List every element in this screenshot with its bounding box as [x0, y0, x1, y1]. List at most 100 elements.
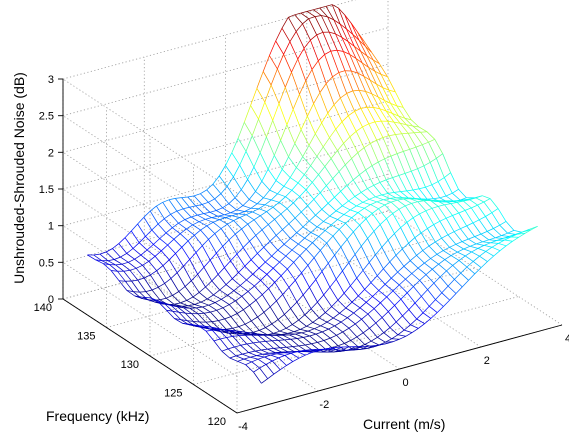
- mesh-segment: [416, 318, 425, 325]
- mesh-segment: [264, 84, 272, 103]
- mesh-segment: [362, 126, 371, 144]
- mesh-segment: [341, 115, 349, 123]
- mesh-segment: [211, 320, 219, 323]
- mesh-segment: [462, 280, 469, 288]
- mesh-segment: [224, 267, 233, 279]
- mesh-segment: [271, 249, 279, 257]
- mesh-segment: [306, 11, 316, 17]
- mesh-segment: [337, 214, 345, 220]
- mesh-segment: [268, 282, 276, 289]
- mesh-segment: [129, 270, 139, 281]
- mesh-segment: [411, 328, 419, 333]
- mesh-segment: [164, 218, 173, 228]
- mesh-segment: [290, 238, 299, 245]
- mesh-segment: [206, 189, 215, 200]
- mesh-segment: [190, 323, 199, 326]
- mesh-segment: [268, 219, 275, 225]
- mesh-segment: [362, 198, 370, 203]
- mesh-segment: [338, 72, 348, 94]
- mesh-segment: [300, 12, 309, 20]
- mesh-segment: [404, 205, 414, 218]
- mesh-segment: [312, 182, 321, 193]
- mesh-segment: [341, 346, 350, 351]
- mesh-segment: [259, 364, 267, 369]
- mesh-segment: [269, 55, 278, 70]
- mesh-segment: [497, 208, 507, 222]
- mesh-segment: [233, 220, 242, 230]
- mesh-segment: [161, 250, 170, 261]
- mesh-segment: [396, 153, 406, 174]
- mesh-segment: [265, 323, 272, 328]
- mesh-segment: [299, 189, 307, 197]
- mesh-segment: [294, 14, 303, 25]
- mesh-segment: [379, 63, 388, 77]
- mesh-segment: [204, 311, 211, 314]
- mesh-segment: [425, 186, 434, 200]
- mesh-segment: [493, 228, 502, 236]
- mesh-segment: [102, 263, 112, 271]
- mesh-segment: [439, 195, 447, 199]
- mesh-segment: [317, 301, 326, 313]
- mesh-segment: [254, 349, 262, 352]
- mesh-segment: [347, 317, 356, 325]
- mesh-segment: [264, 354, 271, 358]
- mesh-segment: [269, 306, 279, 320]
- mesh-segment: [261, 229, 271, 242]
- mesh-segment: [349, 136, 359, 153]
- mesh-segment: [245, 364, 254, 373]
- mesh-segment: [287, 268, 296, 281]
- mesh-segment: [362, 332, 372, 342]
- mesh-segment: [243, 304, 250, 311]
- mesh-segment: [139, 291, 146, 293]
- mesh-segment: [300, 129, 310, 146]
- mesh-segment: [413, 286, 422, 297]
- mesh-segment: [321, 262, 329, 272]
- mesh-segment: [265, 261, 274, 269]
- mesh-segment: [297, 58, 307, 81]
- mesh-segment: [142, 265, 151, 276]
- mesh-segment: [513, 230, 522, 233]
- mesh-segment: [134, 295, 143, 298]
- mesh-segment: [187, 234, 195, 242]
- mesh-segment: [180, 319, 187, 321]
- mesh-segment: [227, 290, 235, 296]
- mesh-segment: [292, 346, 301, 352]
- mesh-segment: [271, 193, 278, 201]
- mesh-segment: [447, 231, 455, 236]
- mesh-segment: [350, 340, 359, 348]
- mesh-segment: [151, 229, 160, 239]
- mesh-segment: [209, 252, 217, 261]
- mesh-segment: [342, 327, 350, 333]
- mesh-segment: [298, 237, 305, 245]
- mesh-segment: [296, 294, 304, 303]
- mesh-segment: [318, 317, 328, 323]
- mesh-segment: [378, 158, 385, 163]
- mesh-segment: [421, 289, 428, 297]
- mesh-segment: [329, 278, 337, 288]
- mesh-segment: [307, 328, 315, 332]
- mesh-segment: [295, 23, 303, 32]
- mesh-segment: [265, 364, 275, 375]
- mesh-segment: [499, 224, 508, 234]
- mesh-segment: [419, 280, 428, 290]
- mesh-segment: [179, 228, 187, 234]
- mesh-segment: [397, 329, 405, 336]
- mesh-segment: [477, 201, 485, 206]
- mesh-segment: [348, 200, 357, 207]
- mesh-segment: [375, 194, 382, 198]
- mesh-segment: [351, 295, 359, 303]
- mesh-segment: [271, 340, 281, 349]
- mesh-segment: [243, 356, 251, 360]
- mesh-segment: [405, 278, 414, 287]
- mesh-segment: [157, 286, 167, 299]
- mesh-segment: [395, 248, 403, 256]
- mesh-segment: [417, 201, 427, 212]
- mesh-segment: [236, 205, 244, 211]
- mesh-segment: [398, 205, 406, 210]
- mesh-segment: [261, 169, 269, 182]
- mesh-segment: [479, 255, 488, 262]
- mesh-segment: [455, 241, 463, 245]
- mesh-segment: [370, 282, 380, 291]
- mesh-segment: [298, 344, 306, 347]
- mesh-segment: [335, 279, 345, 294]
